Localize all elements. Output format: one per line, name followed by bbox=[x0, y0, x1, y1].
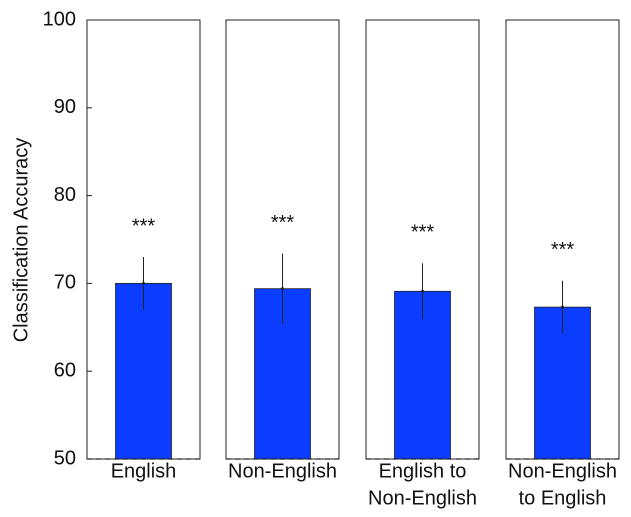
x-tick-label: Non-English bbox=[228, 460, 337, 482]
mean-dot bbox=[421, 289, 424, 293]
y-tick-label: 70 bbox=[54, 272, 76, 294]
x-tick-label: Non-English bbox=[368, 487, 477, 509]
mean-dot bbox=[561, 305, 564, 309]
y-tick-label: 100 bbox=[43, 8, 76, 30]
x-tick-label: English to bbox=[379, 460, 467, 482]
significance-annotation: *** bbox=[132, 215, 156, 237]
x-tick-label: Non-English bbox=[508, 460, 617, 482]
x-tick-label: English bbox=[111, 460, 177, 482]
y-tick-label: 50 bbox=[54, 447, 76, 469]
x-tick-label: to English bbox=[519, 487, 607, 509]
mean-dot bbox=[142, 281, 145, 285]
y-tick-label: 80 bbox=[54, 184, 76, 206]
y-tick-label: 60 bbox=[54, 359, 76, 381]
mean-dot bbox=[281, 287, 284, 291]
significance-annotation: *** bbox=[411, 221, 435, 243]
significance-annotation: *** bbox=[271, 212, 295, 234]
significance-annotation: *** bbox=[551, 239, 575, 261]
y-axis-label: Classification Accuracy bbox=[10, 138, 32, 343]
y-tick-label: 90 bbox=[54, 96, 76, 118]
